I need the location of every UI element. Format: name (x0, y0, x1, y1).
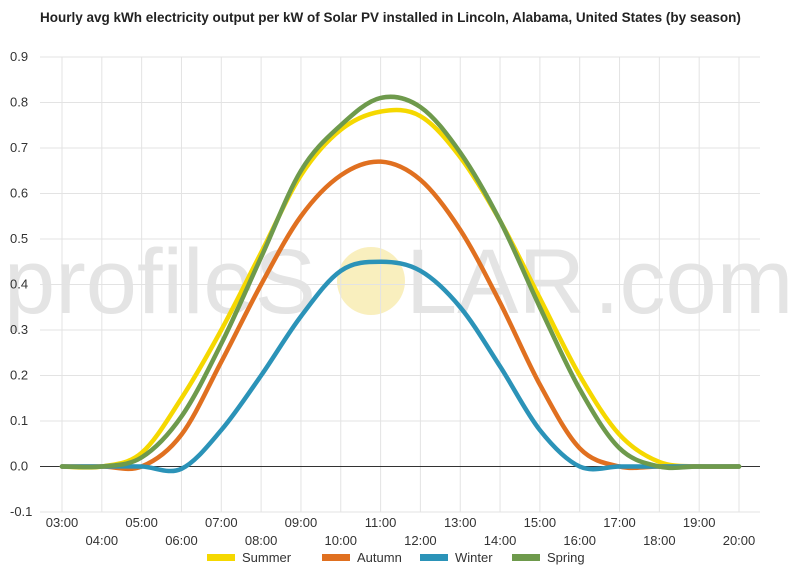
x-tick-label: 03:00 (46, 515, 79, 530)
y-tick-label: -0.1 (10, 504, 32, 519)
y-tick-label: 0.6 (10, 186, 28, 201)
x-tick-label: 15:00 (524, 515, 557, 530)
legend-swatch-summer (207, 554, 235, 561)
y-tick-label: 0.9 (10, 49, 28, 64)
series-lines (59, 94, 742, 474)
x-tick-label: 16:00 (563, 533, 596, 548)
x-tick-label: 06:00 (165, 533, 198, 548)
x-tick-label: 08:00 (245, 533, 278, 548)
x-tick-label: 19:00 (683, 515, 716, 530)
y-tick-label: 0.1 (10, 413, 28, 428)
legend-label-winter: Winter (455, 550, 493, 565)
x-tick-label: 17:00 (603, 515, 636, 530)
x-tick-label: 20:00 (723, 533, 756, 548)
x-tick-label: 07:00 (205, 515, 238, 530)
x-tick-label: 14:00 (484, 533, 517, 548)
x-tick-label: 10:00 (324, 533, 357, 548)
watermark: profileS LAR .com (4, 231, 793, 333)
watermark-sun-icon (337, 247, 405, 315)
x-tick-label: 12:00 (404, 533, 437, 548)
watermark-left-text: profileS (4, 231, 316, 333)
y-tick-label: 0.7 (10, 140, 28, 155)
legend-swatch-winter (420, 554, 448, 561)
series-line-summer (59, 107, 742, 470)
legend-label-autumn: Autumn (357, 550, 402, 565)
y-tick-label: 0.3 (10, 322, 28, 337)
y-tick-label: 0.4 (10, 277, 28, 292)
x-tick-label: 05:00 (125, 515, 158, 530)
legend-swatch-autumn (322, 554, 350, 561)
y-tick-label: 0.0 (10, 459, 28, 474)
x-tick-label: 09:00 (285, 515, 318, 530)
x-tick-label: 11:00 (365, 515, 397, 530)
y-tick-label: 0.8 (10, 95, 28, 110)
series-line-winter (59, 259, 742, 474)
legend-label-summer: Summer (242, 550, 292, 565)
x-tick-label: 04:00 (86, 533, 119, 548)
series-line-spring (59, 94, 742, 471)
x-tick-label: 13:00 (444, 515, 477, 530)
x-axis-ticks: 03:00 04:00 05:00 06:00 07:00 08:00 09:00 10:00… (46, 515, 756, 548)
legend: Summer Autumn Winter Spring (207, 550, 585, 565)
watermark-right-text: .com (594, 231, 793, 333)
y-axis-ticks: 0.9 0.8 0.7 0.6 0.5 0.4 0.3 0.2 0.1 0.0 -0.1 (10, 49, 32, 519)
legend-label-spring: Spring (547, 550, 585, 565)
x-tick-label: 18:00 (643, 533, 676, 548)
y-tick-label: 0.2 (10, 368, 28, 383)
legend-swatch-spring (512, 554, 540, 561)
y-tick-label: 0.5 (10, 231, 28, 246)
chart-title: Hourly avg kWh electricity output per kW… (40, 10, 741, 25)
